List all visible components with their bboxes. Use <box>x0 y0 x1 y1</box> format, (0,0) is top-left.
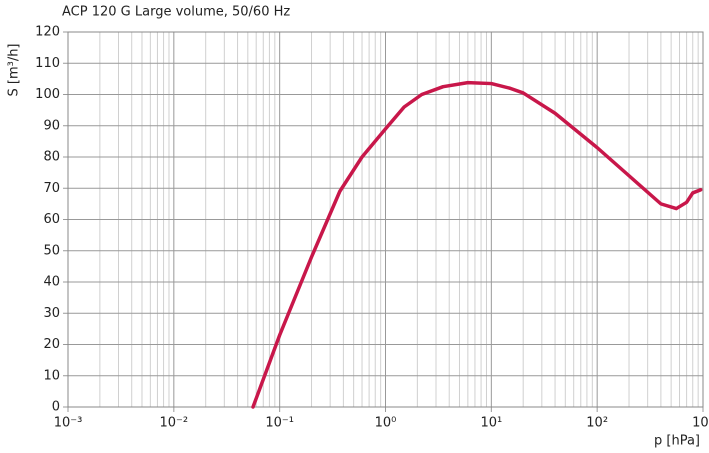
y-tick-label: 40 <box>43 275 60 290</box>
y-tick-label: 20 <box>43 337 60 352</box>
x-tick-label: 10⁻³ <box>54 416 83 431</box>
y-tick-label: 70 <box>43 181 60 196</box>
y-tick-label: 10 <box>43 368 60 383</box>
y-tick-label: 30 <box>43 306 60 321</box>
x-tick-label: 10¹ <box>480 416 502 431</box>
x-tick-label: 10⁻¹ <box>265 416 294 431</box>
y-tick-label: 60 <box>43 212 60 227</box>
y-tick-label: 50 <box>43 243 60 258</box>
y-tick-label: 90 <box>43 118 60 133</box>
x-tick-label: 10³ <box>692 416 709 431</box>
y-tick-label: 100 <box>35 87 60 102</box>
chart-title: ACP 120 G Large volume, 50/60 Hz <box>62 5 290 20</box>
plot-frame <box>67 31 704 408</box>
y-tick-label: 110 <box>35 56 60 71</box>
x-tick-label: 10² <box>586 416 608 431</box>
x-axis-label: p [hPa] <box>654 434 700 449</box>
y-axis-label: S [m³/h] <box>7 43 22 96</box>
y-tick-label: 80 <box>43 150 60 165</box>
y-tick-label: 120 <box>35 25 60 40</box>
data-line <box>251 80 703 409</box>
y-tick-label: 0 <box>52 400 60 415</box>
x-tick-label: 10⁰ <box>375 416 397 431</box>
x-tick-label: 10⁻² <box>160 416 189 431</box>
